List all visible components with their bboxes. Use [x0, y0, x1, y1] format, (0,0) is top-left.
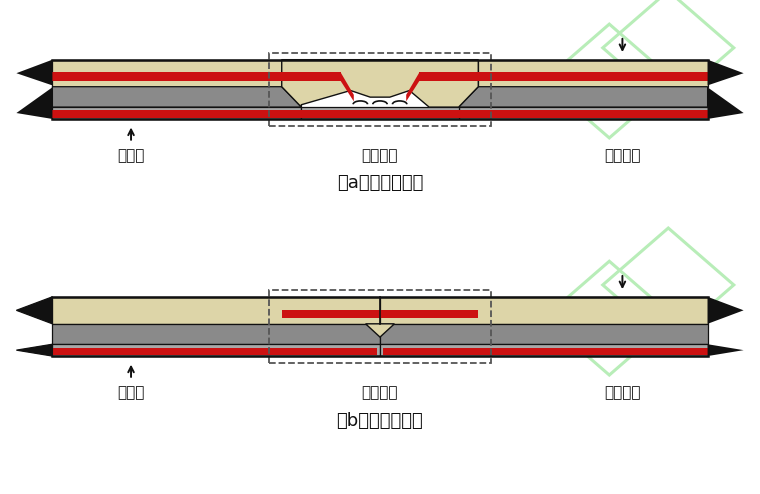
- Bar: [52, 73, 282, 81]
- Bar: [420, 73, 478, 81]
- Polygon shape: [52, 107, 302, 119]
- Polygon shape: [52, 344, 380, 356]
- Polygon shape: [458, 87, 708, 107]
- Polygon shape: [282, 60, 478, 107]
- Polygon shape: [17, 297, 52, 324]
- Bar: [478, 73, 708, 81]
- Polygon shape: [380, 344, 708, 356]
- Polygon shape: [708, 297, 743, 324]
- Text: 连接部位: 连接部位: [362, 385, 398, 401]
- Polygon shape: [478, 60, 708, 87]
- Text: 现浇部分: 现浇部分: [604, 385, 641, 401]
- Text: 预制板: 预制板: [117, 148, 144, 164]
- Polygon shape: [406, 73, 420, 101]
- Polygon shape: [458, 107, 708, 119]
- Polygon shape: [380, 324, 708, 344]
- Polygon shape: [708, 60, 743, 85]
- Polygon shape: [52, 297, 380, 324]
- Polygon shape: [302, 107, 458, 119]
- Text: （b）分离式接缝: （b）分离式接缝: [337, 412, 423, 430]
- Text: 连接部位: 连接部位: [362, 148, 398, 164]
- Polygon shape: [17, 297, 52, 324]
- Polygon shape: [340, 73, 354, 101]
- Bar: [52, 348, 377, 355]
- Polygon shape: [366, 324, 394, 337]
- Polygon shape: [708, 344, 743, 356]
- Polygon shape: [17, 87, 52, 119]
- Text: 现浇部分: 现浇部分: [604, 148, 641, 164]
- Bar: [52, 111, 708, 118]
- Polygon shape: [17, 60, 52, 85]
- Bar: [282, 310, 478, 318]
- Polygon shape: [708, 87, 743, 119]
- Polygon shape: [52, 324, 380, 344]
- Text: 预制板: 预制板: [117, 385, 144, 401]
- Polygon shape: [17, 344, 52, 356]
- Bar: [268, 52, 492, 126]
- Bar: [383, 348, 708, 355]
- Polygon shape: [52, 87, 302, 107]
- Bar: [282, 73, 340, 81]
- Text: （a）整体式接缝: （a）整体式接缝: [337, 174, 423, 193]
- Polygon shape: [52, 60, 282, 87]
- Polygon shape: [17, 344, 52, 356]
- Bar: [268, 289, 492, 363]
- Polygon shape: [380, 297, 708, 324]
